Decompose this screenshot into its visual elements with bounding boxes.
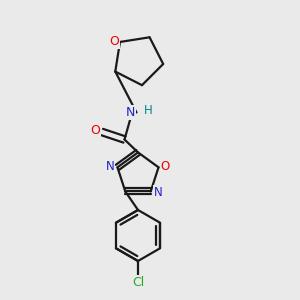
Text: H: H bbox=[143, 104, 152, 118]
Text: N: N bbox=[126, 106, 135, 119]
Text: N: N bbox=[106, 160, 115, 173]
Text: O: O bbox=[160, 160, 170, 172]
Text: N: N bbox=[154, 186, 162, 199]
Text: O: O bbox=[110, 35, 119, 49]
Text: O: O bbox=[91, 124, 100, 137]
Text: Cl: Cl bbox=[132, 276, 144, 289]
